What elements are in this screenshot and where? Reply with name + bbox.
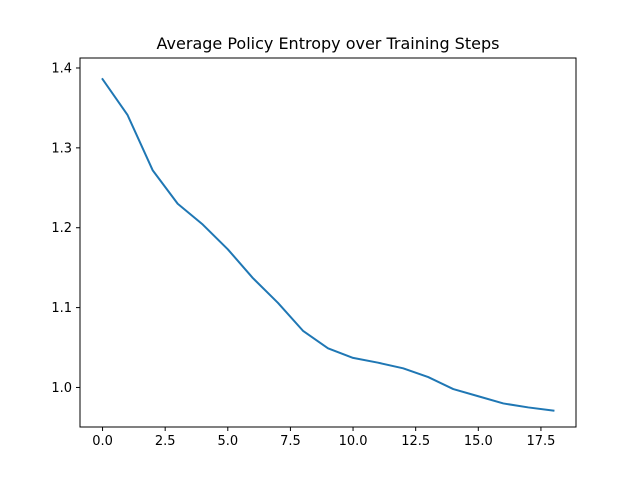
x-tick-label: 15.0 (464, 434, 493, 449)
y-tick-label: 1.4 (51, 61, 72, 76)
y-tick-label: 1.1 (51, 301, 72, 316)
y-tick-label: 1.0 (51, 381, 72, 396)
x-tick-label: 2.5 (155, 434, 176, 449)
x-tick-label: 7.5 (280, 434, 301, 449)
y-tick-label: 1.3 (51, 141, 72, 156)
plot-area: 0.0 2.5 5.0 7.5 10.0 12.5 15.0 17.5 1.0 1.1 1.2 1.3… (51, 57, 577, 449)
axes-frame (79, 57, 577, 428)
x-tick-label: 0.0 (92, 434, 113, 449)
x-tick-label: 10.0 (339, 434, 368, 449)
x-tick-label: 5.0 (217, 434, 238, 449)
x-tick-label: 12.5 (401, 434, 430, 449)
x-tick-label: 17.5 (526, 434, 555, 449)
chart-title: Average Policy Entropy over Training Ste… (157, 34, 500, 53)
y-tick-label: 1.2 (51, 221, 72, 236)
